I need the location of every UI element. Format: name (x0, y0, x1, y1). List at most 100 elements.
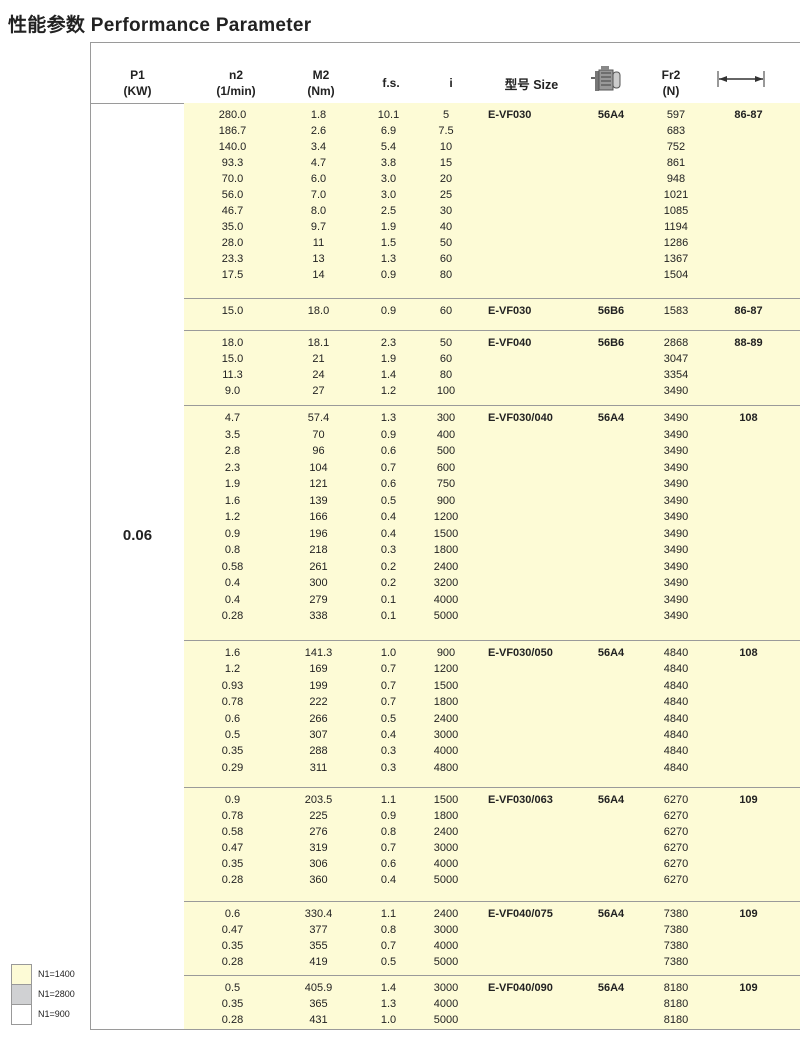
m2-cell: 57.4 (307, 412, 330, 424)
n2-cell: 0.28 (221, 874, 244, 886)
fs-cell: 1.3 (380, 253, 397, 265)
fr2-cell: 7380 (663, 956, 689, 968)
m2-cell: 360 (309, 874, 328, 886)
table-header: P1 (KW) n2 (1/min) M2 (Nm) f.s. i 型号 Size F… (91, 43, 800, 104)
fs-cell: 0.7 (380, 679, 397, 692)
legend-swatch: N1=2800 (11, 984, 75, 1005)
n2-unit: (1/min) (216, 84, 256, 98)
legend-label: N1=2800 (38, 989, 75, 999)
table-row: 0.6 330.4 1.1 2400 7380 E-VF040/075 56A4 109 (184, 906, 800, 922)
fr2-cell: 3354 (663, 369, 689, 381)
m2-cell: 218 (309, 544, 328, 556)
i-cell: 2400 (433, 826, 459, 838)
m2-cell: 141.3 (304, 647, 333, 659)
m2-cell: 24 (312, 369, 325, 381)
table-group: 4.7 57.4 1.3 300 3490 E-VF030/040 56A4 108 3.5 70… (184, 406, 800, 641)
fr2-cell: 1583 (663, 305, 689, 317)
i-cell: 3000 (433, 842, 459, 854)
dimension-arrow-icon (716, 71, 766, 91)
i-cell: 600 (436, 461, 456, 474)
fr2-cell: 1504 (663, 269, 689, 281)
fr2-label: Fr2 (661, 68, 681, 82)
i-cell: 900 (436, 494, 456, 507)
table-row: 1.6 141.3 1.0 900 4840 E-VF030/050 56A4 108 (184, 645, 800, 661)
table-row: 0.9 196 0.4 1500 3490 (184, 526, 800, 542)
fr2-cell: 683 (666, 125, 686, 137)
i-cell: 2400 (433, 560, 459, 573)
fr2-cell: 3490 (663, 560, 689, 573)
n2-cell: 17.5 (221, 269, 244, 281)
table-row: 0.58 261 0.2 2400 3490 (184, 559, 800, 575)
m2-cell: 405.9 (304, 982, 333, 994)
n2-cell: 0.4 (224, 593, 241, 606)
table-row: 0.8 218 0.3 1800 3490 (184, 542, 800, 558)
n2-cell: 186.7 (218, 125, 247, 137)
fr2-cell: 4840 (663, 761, 689, 774)
fr2-cell: 861 (666, 157, 686, 169)
i-cell: 1800 (433, 810, 459, 822)
header-fr2: Fr2 (N) (646, 67, 696, 99)
i-cell: 1200 (433, 511, 459, 523)
n2-cell: 0.35 (221, 858, 244, 870)
model-cell: E-VF040/075 (488, 908, 553, 920)
dim-cell: 108 (739, 647, 758, 659)
dim-cell: 88-89 (734, 337, 763, 349)
m2-cell: 311 (309, 761, 328, 774)
m2-cell: 266 (309, 712, 328, 725)
n2-cell: 0.78 (221, 696, 244, 709)
i-cell: 5 (442, 109, 450, 121)
table-group: 0.6 330.4 1.1 2400 7380 E-VF040/075 56A4 109 0.4… (184, 902, 800, 976)
i-cell: 80 (439, 269, 453, 281)
i-cell: 5000 (433, 956, 459, 968)
table-row: 0.6 266 0.5 2400 4840 (184, 711, 800, 727)
fr2-cell: 6270 (663, 826, 689, 838)
i-cell: 15 (439, 157, 453, 169)
fr2-cell: 3490 (663, 527, 689, 540)
table-row: 0.58 276 0.8 2400 6270 (184, 824, 800, 840)
i-cell: 50 (439, 237, 453, 249)
motor-cell: 56A4 (597, 908, 625, 920)
n2-cell: 18.0 (221, 337, 244, 349)
table-row: 0.28 338 0.1 5000 3490 (184, 608, 800, 624)
model-cell: E-VF030 (488, 305, 532, 317)
table-row: 35.0 9.7 1.9 40 1194 (184, 219, 800, 235)
fs-cell: 0.6 (380, 478, 397, 490)
fr2-cell: 4840 (663, 712, 689, 725)
fr2-cell: 1286 (663, 237, 689, 249)
model-cell: E-VF030 (488, 109, 532, 121)
i-cell: 1800 (433, 696, 459, 709)
n2-cell: 0.93 (221, 679, 244, 692)
fr2-cell: 3047 (663, 353, 689, 365)
n2-cell: 9.0 (224, 385, 241, 397)
m2-cell: 3.4 (310, 141, 327, 153)
i-cell: 1500 (433, 679, 459, 692)
header-fs: f.s. (382, 76, 400, 90)
motor-cell: 56A4 (597, 647, 625, 659)
n2-cell: 280.0 (218, 109, 247, 121)
m2-cell: 121 (309, 478, 328, 490)
header-m2: M2 (Nm) (286, 67, 356, 99)
performance-table: P1 (KW) n2 (1/min) M2 (Nm) f.s. i 型号 Size F… (90, 42, 800, 1030)
fr2-cell: 7380 (663, 940, 689, 952)
fr2-cell: 3490 (663, 478, 689, 490)
fr2-cell: 3490 (663, 428, 689, 441)
model-cell: E-VF030/063 (488, 794, 553, 806)
n2-cell: 4.7 (224, 412, 241, 424)
i-cell: 4000 (433, 745, 459, 758)
fr2-cell: 2868 (663, 337, 689, 349)
m2-cell: 18.1 (307, 337, 330, 349)
fs-cell: 0.7 (380, 663, 397, 676)
fs-cell: 0.2 (380, 577, 397, 589)
m2-cell: 21 (312, 353, 325, 365)
model-cell: E-VF040/090 (488, 982, 553, 994)
fs-cell: 0.6 (380, 858, 397, 870)
m2-cell: 355 (309, 940, 328, 952)
fs-cell: 1.0 (380, 647, 397, 659)
table-row: 280.0 1.8 10.1 5 597 E-VF030 56A4 86-87 (184, 107, 800, 123)
fr2-cell: 3490 (663, 445, 689, 457)
model-cell: E-VF030/050 (488, 647, 553, 659)
m2-cell: 8.0 (310, 205, 327, 217)
model-cell: E-VF030/040 (488, 412, 553, 424)
table-row: 0.47 377 0.8 3000 7380 (184, 922, 800, 938)
n2-cell: 56.0 (221, 189, 244, 201)
